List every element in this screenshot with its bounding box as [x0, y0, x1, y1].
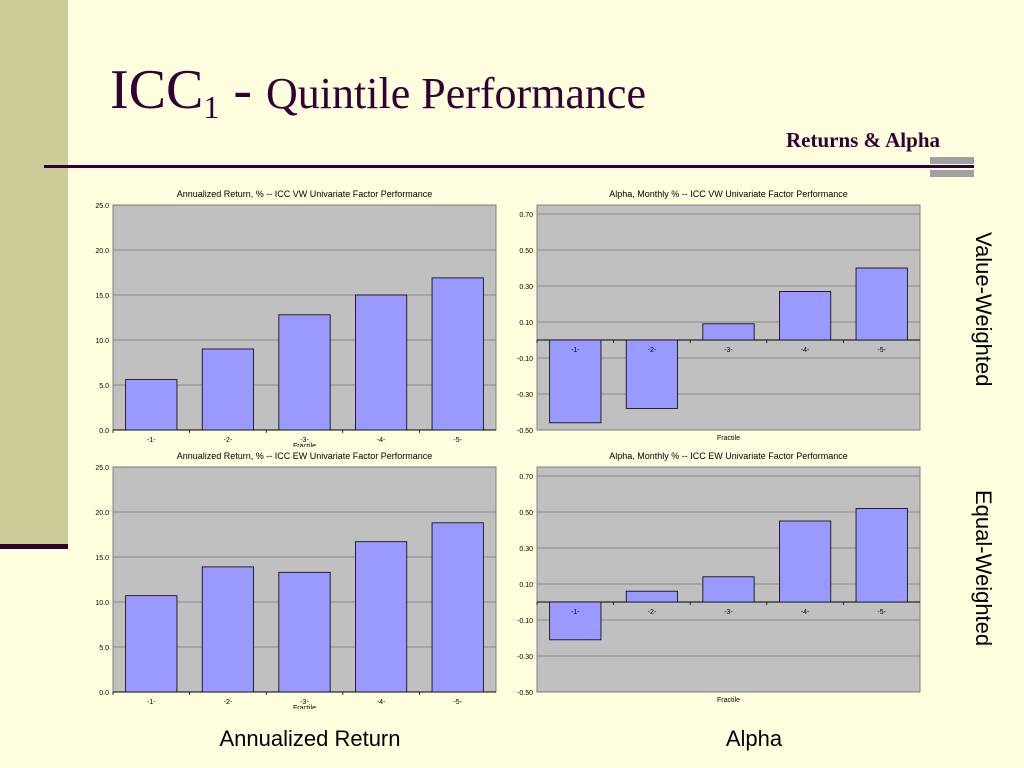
- bar-3: [278, 571, 331, 693]
- x-category-label: -1-: [147, 699, 156, 706]
- bar-4: [779, 520, 832, 603]
- y-tick-label: 10.0: [95, 338, 109, 345]
- bar-2: [201, 348, 254, 431]
- y-tick-label: 5.0: [99, 645, 109, 652]
- bar-4: [355, 541, 408, 693]
- x-axis-title: Fractile: [717, 435, 740, 442]
- bar-3: [702, 576, 755, 603]
- row-label-equal-weighted: Equal-Weighted: [971, 490, 996, 647]
- x-category-label: -1-: [571, 609, 580, 616]
- x-category-label: -5-: [877, 609, 886, 616]
- y-tick-label: -0.50: [517, 690, 533, 697]
- x-category-label: -4-: [377, 699, 386, 706]
- y-tick-label: 0.50: [519, 248, 533, 255]
- x-category-label: -1-: [147, 437, 156, 444]
- y-tick-label: 10.0: [95, 600, 109, 607]
- y-tick-label: 15.0: [95, 293, 109, 300]
- x-category-label: -3-: [300, 699, 309, 706]
- x-category-label: -2-: [224, 699, 233, 706]
- bar-3: [278, 314, 331, 431]
- x-category-label: -2-: [224, 437, 233, 444]
- y-tick-label: 0.0: [99, 428, 109, 435]
- decorative-strip: [930, 157, 974, 164]
- chart-ew-annualized-return: Annualized Return, % -- ICC EW Univariat…: [88, 447, 508, 709]
- col-label-annualized-return: Annualized Return: [219, 726, 401, 751]
- y-tick-label: 20.0: [95, 248, 109, 255]
- title-divider-line: [44, 165, 974, 168]
- title-main: ICC: [110, 59, 204, 121]
- chart-vw-alpha: Alpha, Monthly % -- ICC VW Univariate Fa…: [512, 185, 932, 447]
- bar-1: [549, 339, 602, 424]
- x-axis-title: Fractile: [293, 705, 316, 709]
- x-axis-title: Fractile: [717, 697, 740, 704]
- decorative-strip: [930, 170, 974, 177]
- x-category-label: -2-: [648, 347, 657, 354]
- bar-1: [125, 595, 178, 693]
- x-category-label: -3-: [724, 609, 733, 616]
- chart-svg: Alpha, Monthly % -- ICC EW Univariate Fa…: [517, 451, 921, 704]
- bar-1: [125, 379, 178, 431]
- col-label-alpha: Alpha: [725, 726, 783, 751]
- y-tick-label: 25.0: [95, 203, 109, 210]
- slide-title: ICC1 - Quintile Performance: [110, 62, 646, 123]
- slide-subtitle: Returns & Alpha: [785, 128, 940, 152]
- y-tick-label: 5.0: [99, 383, 109, 390]
- x-axis-title: Fractile: [293, 443, 316, 447]
- y-tick-label: -0.10: [517, 618, 533, 625]
- side-bar-underline: [0, 544, 68, 549]
- y-tick-label: -0.30: [517, 392, 533, 399]
- bar-1: [549, 601, 602, 641]
- title-rest: Quintile Performance: [266, 69, 646, 118]
- bar-2: [625, 590, 678, 603]
- x-category-label: -4-: [801, 609, 810, 616]
- y-tick-label: 0.50: [519, 510, 533, 517]
- decorative-side-bar: [0, 0, 68, 545]
- title-subscript: 1: [203, 89, 220, 125]
- y-tick-label: 0.30: [519, 284, 533, 291]
- chart-svg: Annualized Return, % -- ICC VW Univariat…: [95, 189, 497, 447]
- chart-title: Alpha, Monthly % -- ICC VW Univariate Fa…: [609, 189, 848, 199]
- bar-5: [431, 277, 484, 431]
- bar-5: [431, 522, 484, 693]
- row-label-value-weighted: Value-Weighted: [971, 232, 996, 387]
- y-tick-label: -0.30: [517, 654, 533, 661]
- bar-3: [702, 323, 755, 341]
- chart-title: Annualized Return, % -- ICC VW Univariat…: [177, 189, 433, 199]
- x-category-label: -5-: [453, 437, 462, 444]
- y-tick-label: 0.10: [519, 582, 533, 589]
- title-dash: -: [219, 59, 267, 121]
- bar-5: [855, 267, 908, 341]
- chart-svg: Annualized Return, % -- ICC EW Univariat…: [95, 451, 497, 709]
- x-category-label: -5-: [453, 699, 462, 706]
- y-tick-label: 0.10: [519, 320, 533, 327]
- y-tick-label: 0.70: [519, 474, 533, 481]
- chart-title: Alpha, Monthly % -- ICC EW Univariate Fa…: [609, 451, 848, 461]
- x-category-label: -2-: [648, 609, 657, 616]
- bar-4: [355, 294, 408, 431]
- y-tick-label: 25.0: [95, 465, 109, 472]
- bar-2: [201, 566, 254, 693]
- x-category-label: -1-: [571, 347, 580, 354]
- x-category-label: -3-: [300, 437, 309, 444]
- y-tick-label: -0.10: [517, 356, 533, 363]
- chart-svg: Alpha, Monthly % -- ICC VW Univariate Fa…: [517, 189, 921, 442]
- bar-4: [779, 291, 832, 341]
- x-category-label: -3-: [724, 347, 733, 354]
- bar-5: [855, 508, 908, 603]
- y-tick-label: 15.0: [95, 555, 109, 562]
- y-tick-label: 20.0: [95, 510, 109, 517]
- chart-title: Annualized Return, % -- ICC EW Univariat…: [177, 451, 433, 461]
- x-category-label: -5-: [877, 347, 886, 354]
- x-category-label: -4-: [377, 437, 386, 444]
- bar-2: [625, 339, 678, 409]
- x-category-label: -4-: [801, 347, 810, 354]
- y-tick-label: 0.0: [99, 690, 109, 697]
- y-tick-label: 0.30: [519, 546, 533, 553]
- y-tick-label: 0.70: [519, 212, 533, 219]
- chart-vw-annualized-return: Annualized Return, % -- ICC VW Univariat…: [88, 185, 508, 447]
- chart-ew-alpha: Alpha, Monthly % -- ICC EW Univariate Fa…: [512, 447, 932, 709]
- y-tick-label: -0.50: [517, 428, 533, 435]
